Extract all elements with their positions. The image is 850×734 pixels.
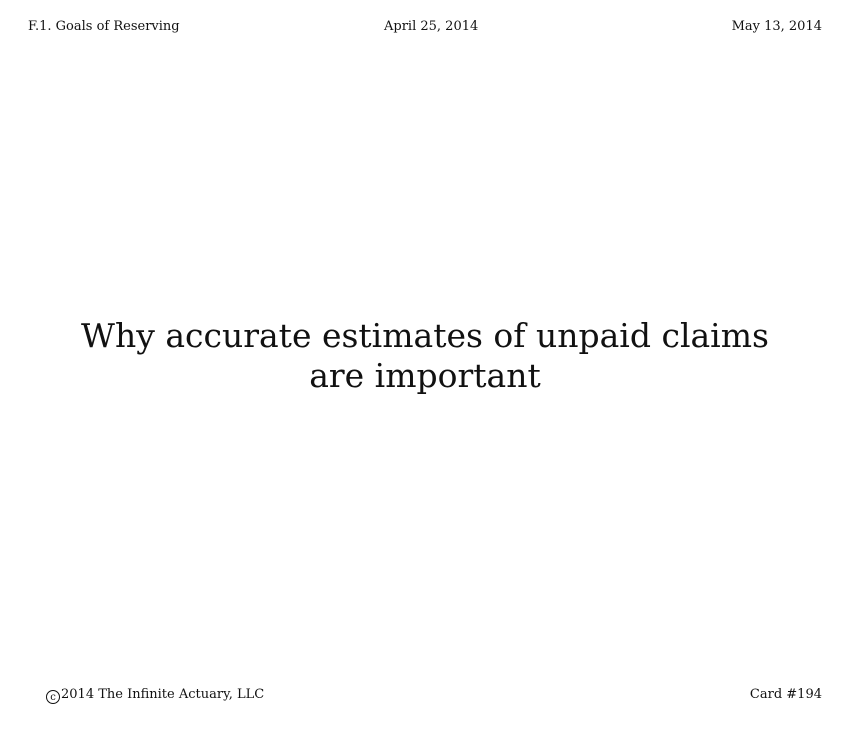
card-prompt: Why accurate estimates of unpaid claims … [81,316,769,395]
created-date: April 25, 2014 [384,19,479,34]
copyright-icon: c [46,690,60,704]
card-number: Card #194 [749,687,822,702]
section-title: F.1. Goals of Reserving [28,19,180,34]
card-header: F.1. Goals of Reserving April 25, 2014 M… [28,18,822,38]
updated-date: May 13, 2014 [731,19,822,34]
copyright-text: 2014 The Infinite Actuary, LLC [61,687,265,702]
card-footer: c 2014 The Infinite Actuary, LLC Card #19… [46,686,822,706]
copyright-line: c 2014 The Infinite Actuary, LLC [46,686,264,704]
